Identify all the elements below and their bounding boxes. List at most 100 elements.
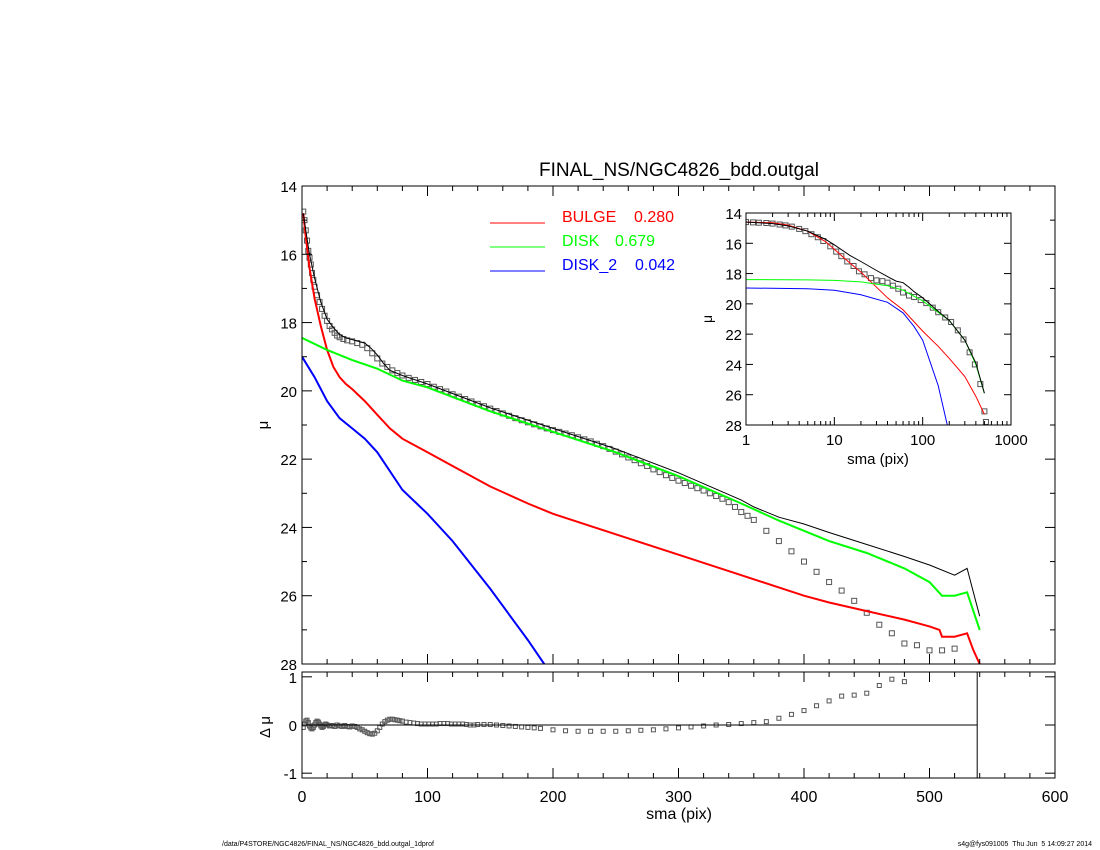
inset-y-tick-label: 14 (725, 206, 742, 223)
inset-series-line-disk-2 (746, 287, 948, 425)
observed-point (411, 376, 418, 383)
observed-point (926, 647, 933, 654)
inset-y-tick-label: 18 (725, 267, 742, 284)
residual-y-tick-label: 1 (289, 670, 297, 687)
residual-point (600, 728, 606, 734)
residual-point (308, 725, 314, 731)
residual-point (751, 720, 757, 726)
observed-point (681, 480, 688, 487)
main-y-tick-label: 18 (280, 316, 297, 333)
residual-point (563, 728, 569, 734)
observed-point (725, 499, 732, 506)
residual-point (864, 690, 870, 696)
residual-point (839, 693, 845, 699)
residual-point (359, 727, 365, 733)
series-line-total (302, 213, 981, 617)
residual-point (537, 725, 543, 731)
observed-point (316, 299, 323, 306)
observed-point (775, 538, 782, 545)
main-panel: FINAL_NS/NGC4826_bdd.outgal 14 16 18 20 22 24… (255, 160, 1056, 674)
observed-point (744, 512, 751, 519)
series-line-bulge (302, 213, 981, 664)
observed-point (788, 548, 795, 555)
observed-point (669, 474, 676, 481)
inset-observed-point (982, 418, 989, 425)
residual-point (531, 725, 537, 731)
residual-point (801, 708, 807, 714)
residual-point (519, 724, 525, 730)
observed-point (384, 363, 391, 370)
inset-x-tick-label: 1 (742, 432, 750, 449)
residual-point (332, 723, 338, 729)
residual-zero-line (302, 672, 978, 778)
residual-point (387, 716, 393, 722)
observed-point (418, 378, 425, 385)
observed-point (951, 645, 958, 652)
inset-observed-point (895, 285, 902, 292)
residual-point (394, 717, 400, 723)
main-title: FINAL_NS/NGC4826_bdd.outgal (539, 160, 819, 181)
residual-point (327, 723, 333, 729)
residual-point (389, 716, 395, 722)
inset-observed-point (942, 314, 949, 321)
inset-observed-point (827, 243, 834, 250)
main-y-tick-label: 26 (280, 589, 297, 606)
residual-point (352, 723, 358, 729)
residual-point (788, 711, 794, 717)
main-y-tick-label: 14 (280, 179, 297, 196)
inset-y-label: μ (699, 315, 715, 323)
legend-value-disk: 0.679 (615, 233, 655, 250)
observed-point (901, 640, 908, 647)
residual-point (314, 718, 320, 724)
observed-point (675, 477, 682, 484)
inset-panel: 14 16 18 20 22 24 26 281 10 100 1000 sma (pix) μ (699, 206, 1028, 468)
inset-observed-point (929, 304, 936, 311)
inset-y-tick-label: 22 (725, 327, 742, 344)
observed-point (399, 372, 406, 379)
inset-axes: 14 16 18 20 22 24 26 281 10 100 1000 (725, 206, 1027, 449)
observed-point (801, 558, 807, 565)
observed-point (851, 597, 858, 604)
inset-x-label: sma (pix) (847, 451, 909, 468)
series-line-disk-2 (302, 356, 546, 664)
observed-point (738, 509, 745, 516)
inset-x-tick-label: 100 (910, 432, 935, 449)
residual-point (344, 723, 350, 729)
residual-points (302, 676, 907, 737)
legend-value-disk2: 0.042 (635, 257, 675, 274)
residual-point (339, 723, 345, 729)
inset-y-tick-label: 28 (725, 418, 742, 435)
residual-point (814, 703, 820, 709)
inset-observed-point (861, 271, 868, 278)
residual-point (397, 718, 403, 724)
inset-observed-point (948, 319, 955, 326)
residual-point (575, 728, 581, 734)
residual-point (851, 692, 857, 698)
legend-label-disk2: DISK_2 (562, 257, 617, 274)
inset-series-line-total (746, 221, 985, 394)
inset-y-tick-label: 20 (725, 297, 742, 314)
residual-point (367, 731, 373, 737)
observed-point (694, 485, 701, 492)
inset-observed-point (850, 263, 857, 269)
inset-background (746, 213, 1011, 425)
main-y-tick-label: 28 (280, 657, 297, 674)
inset-y-tick-label: 16 (725, 236, 742, 253)
footer-timestamp: s4g@fys091005 Thu Jun 5 14:09:27 2014 (957, 841, 1092, 848)
legend-value-bulge: 0.280 (634, 209, 674, 226)
observed-point (813, 568, 820, 575)
residual-point (901, 679, 907, 685)
inset-observed-point (911, 294, 918, 301)
main-y-tick-label: 16 (280, 247, 297, 264)
legend-label-disk: DISK (562, 233, 600, 250)
main-y-label: μ (255, 421, 272, 430)
residual-point (392, 717, 398, 723)
residual-point (349, 723, 355, 729)
residual-point (550, 727, 556, 733)
residual-point (369, 731, 375, 737)
residual-point (650, 727, 656, 733)
observed-point (405, 374, 412, 381)
residual-point (676, 725, 681, 731)
inset-observed-point (889, 282, 896, 289)
